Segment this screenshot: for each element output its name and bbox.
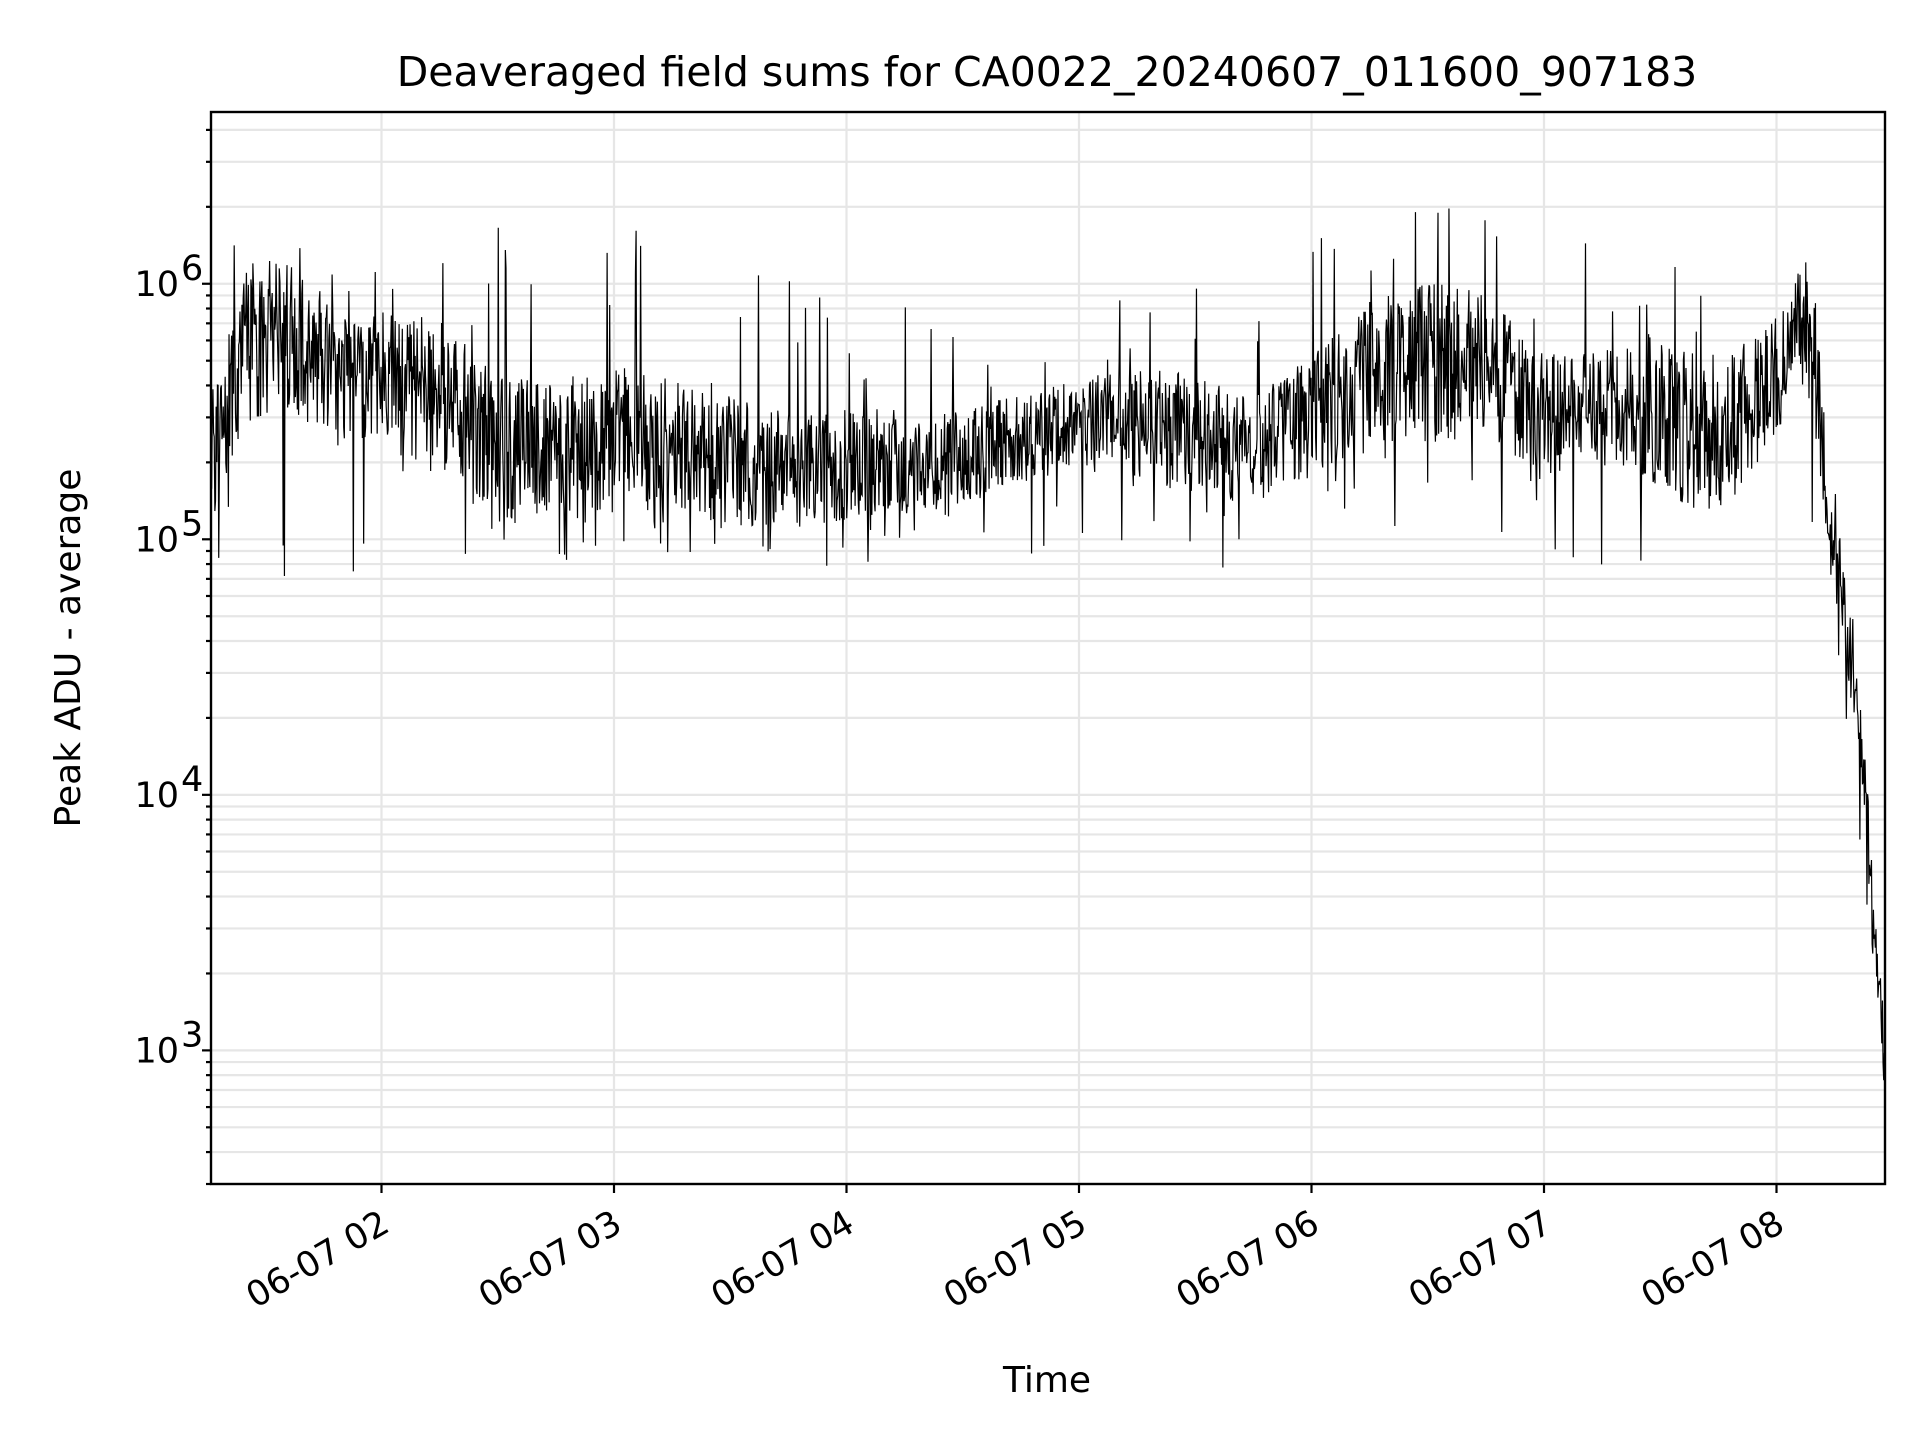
x-tick-label: 06-07 04	[705, 1203, 861, 1316]
y-tick-label: 10 5	[134, 504, 203, 560]
series-line	[210, 208, 1886, 1081]
x-tick-label: 06-07 03	[472, 1203, 628, 1316]
series-line-group	[210, 208, 1886, 1081]
y-tick-exponent: 5	[181, 504, 203, 544]
y-tick-base: 10	[134, 1031, 179, 1071]
y-tick-exponent: 4	[181, 760, 203, 800]
x-tick-label: 06-07 06	[1170, 1203, 1326, 1316]
y-tick-label: 10 6	[134, 249, 203, 305]
y-tick-label: 10 4	[134, 760, 203, 816]
axis-ticks	[202, 128, 1778, 1193]
x-tick-label: 06-07 08	[1635, 1203, 1791, 1316]
y-tick-exponent: 3	[181, 1015, 203, 1055]
x-tick-label: 06-07 05	[937, 1203, 1093, 1316]
grid	[211, 112, 1885, 1186]
x-tick-label: 06-07 02	[240, 1203, 396, 1316]
y-tick-base: 10	[134, 776, 179, 816]
y-axis-label: Peak ADU - average	[48, 469, 89, 828]
chart-title: Deaveraged field sums for CA0022_2024060…	[397, 48, 1698, 96]
y-tick-base: 10	[134, 265, 179, 305]
x-axis-label: Time	[1002, 1360, 1091, 1401]
x-tick-label: 06-07 07	[1402, 1203, 1558, 1316]
y-tick-label: 10 3	[134, 1015, 203, 1071]
y-tick-exponent: 6	[181, 249, 203, 289]
y-tick-base: 10	[134, 520, 179, 560]
plot-frame	[209, 110, 1887, 1186]
